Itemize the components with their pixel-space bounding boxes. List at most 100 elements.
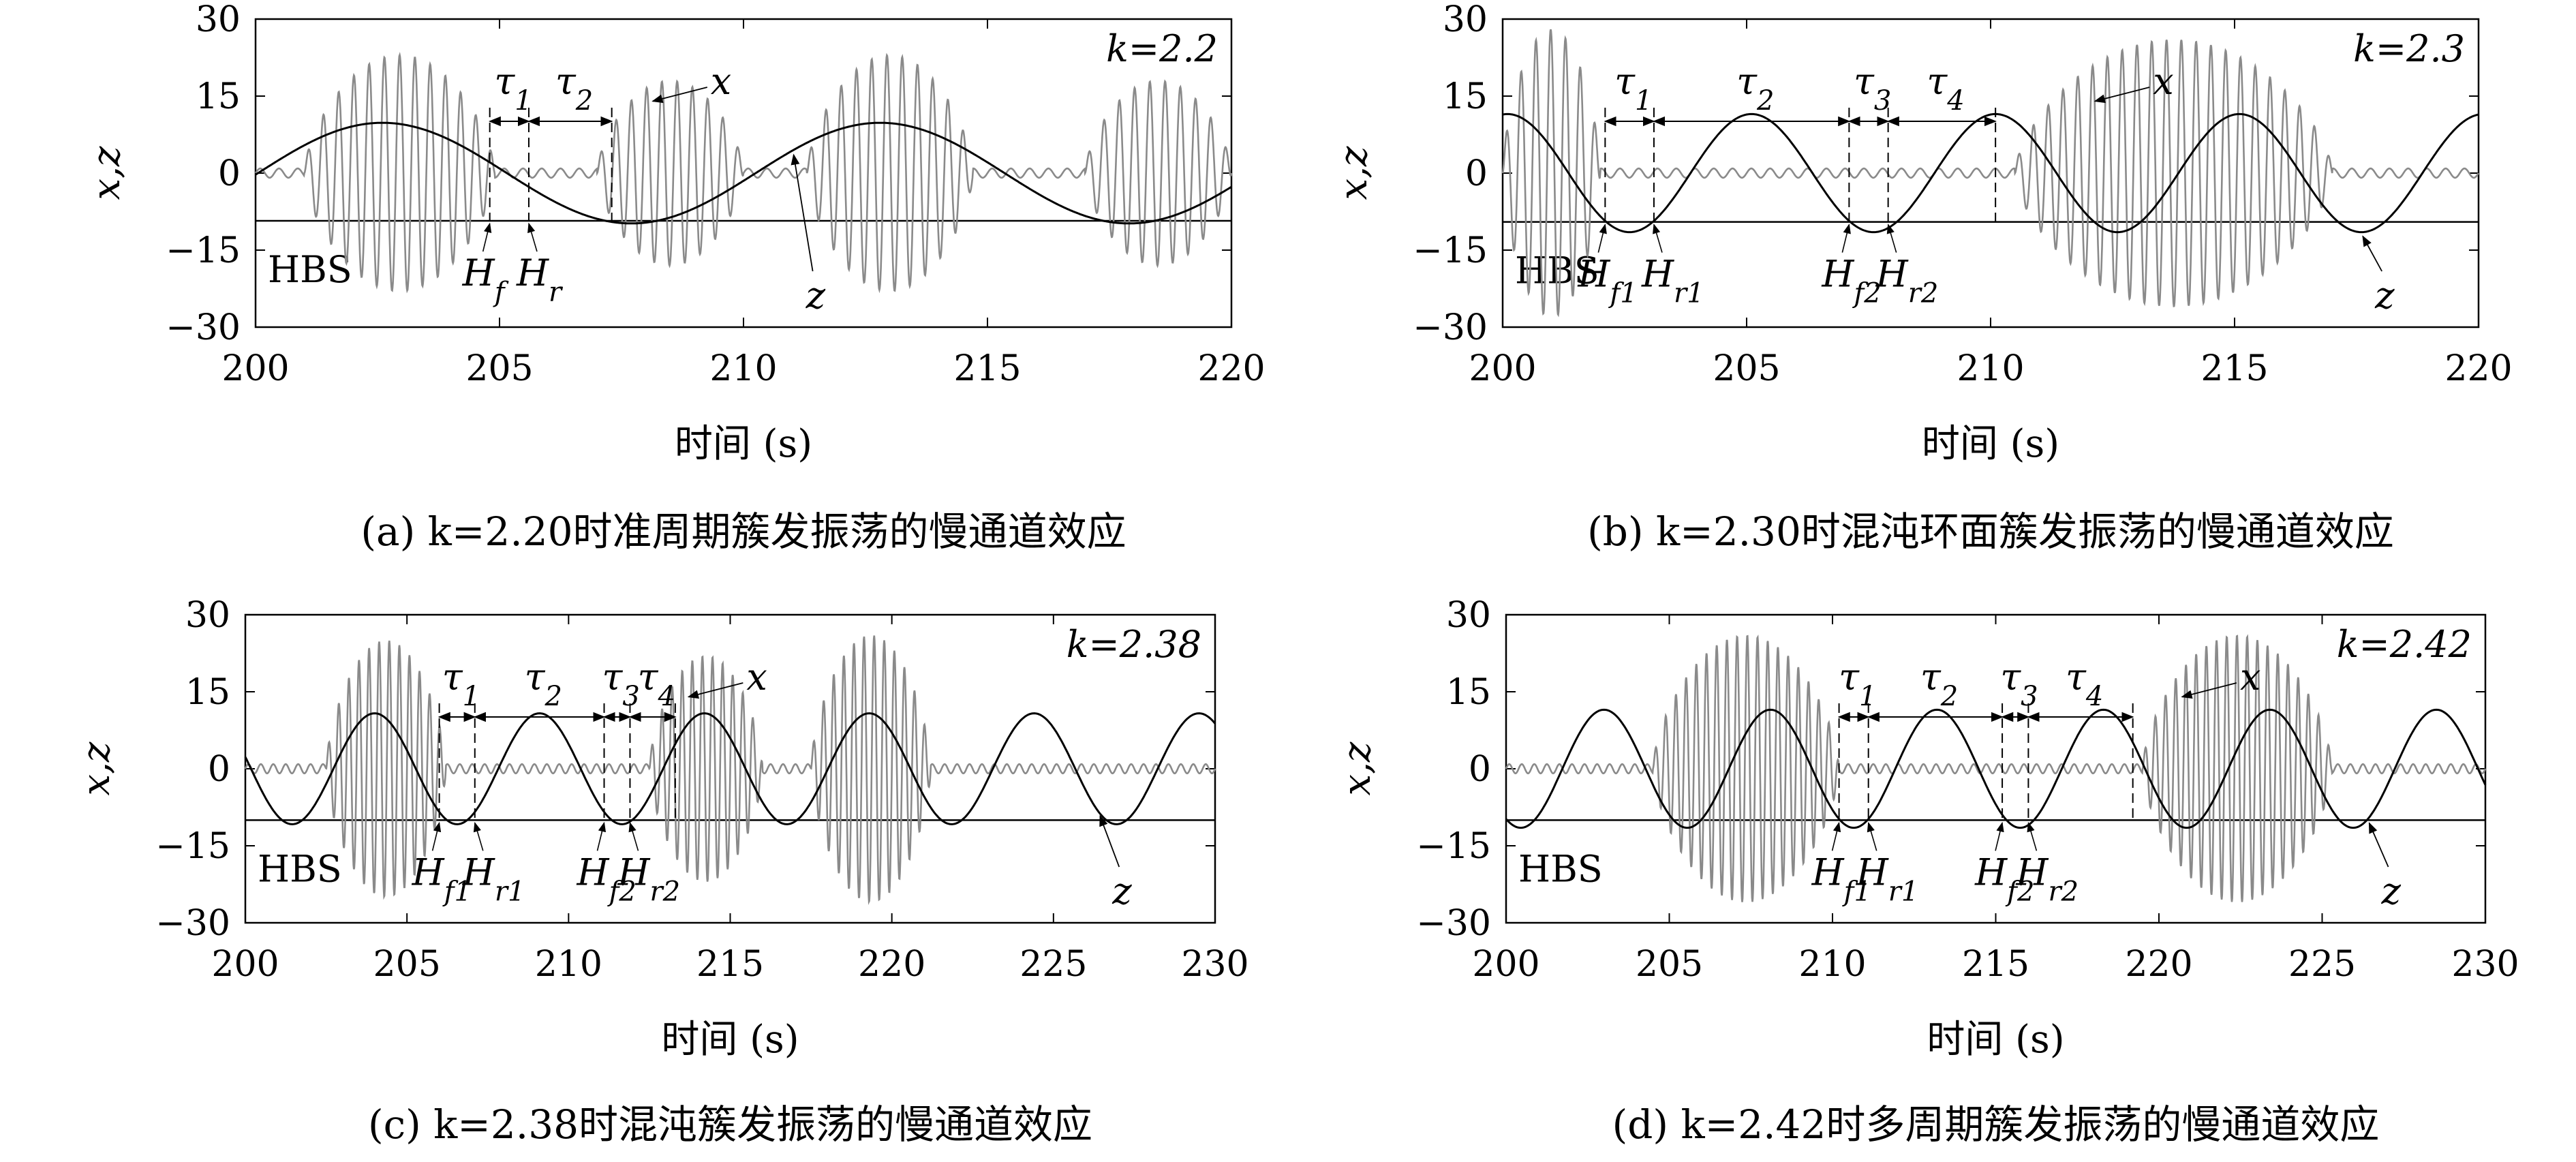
hbs-label: HBS [258,847,342,890]
tau-label-base: τ [442,656,463,699]
panel-caption: (c) k=2.38时混沌簇发振荡的慢通道效应 [368,1101,1092,1148]
h-point-label-base: H [462,851,495,893]
h-point-label: Hr2 [2015,851,2079,907]
k-label: k=2.42 [2337,623,2472,666]
y-tick-label: −15 [155,826,230,867]
h-point-label: Hf [462,251,509,308]
y-tick-label: 15 [185,672,230,713]
x-tick-label: 205 [1713,348,1780,389]
tau-label: τ4 [1927,60,1964,117]
h-point-arrow [1995,821,2004,851]
h-point-arrow [1597,224,1607,253]
h-point-arrow [2027,821,2038,851]
h-point-label-base: H [412,851,445,893]
h-point-label: Hr1 [462,851,525,907]
tau-label: τ4 [2066,656,2103,712]
h-point-label: Hr2 [617,851,680,907]
panel-caption: (a) k=2.20时准周期簇发振荡的慢通道效应 [361,508,1126,555]
series-x-line [244,635,1216,905]
h-point-label: Hr2 [1875,253,1939,309]
tau-label-base: τ [1736,60,1758,103]
h-point-label-base: H [516,251,549,294]
h-point-label-sub: r1 [1674,278,1704,309]
h-point-arrow [482,222,492,252]
x-axis-label: 时间 (s) [675,422,812,466]
h-point-arrow [1841,224,1851,253]
k-label: k=2.38 [1067,623,1201,666]
y-tick-label: 15 [1446,672,1491,713]
h-point-label: Hf2 [1974,851,2034,907]
tau-label-sub: 3 [2021,681,2038,712]
x-tick-label: 205 [465,348,533,389]
x-tick-label: 215 [696,944,764,985]
tau-label-sub: 2 [1940,681,1958,712]
series-x-arrow [651,87,708,104]
x-tick-label: 210 [535,944,602,985]
k-label: k=2.2 [1106,27,1218,70]
tau-label-sub: 4 [658,681,675,712]
tau-label-base: τ [494,60,515,103]
series-x-arrow [2094,87,2150,104]
h-point-label: Hf1 [1577,253,1637,309]
x-tick-label: 215 [2201,348,2268,389]
y-tick-label: 30 [196,0,241,40]
tau-label-base: τ [1854,60,1875,103]
tau-label-sub: 3 [622,681,639,712]
h-point-label: Hf1 [412,851,472,907]
tau-label-base: τ [638,656,659,699]
tau-label-sub: 4 [1946,85,1964,117]
series-z-line [1502,112,2479,234]
h-point-label-base: H [462,251,495,294]
h-point-label-base: H [1577,253,1610,296]
h-point-label: Hr [516,251,564,308]
series-z-label: z [1111,870,1132,913]
series-x-arrow [687,682,743,699]
k-label: k=2.3 [2353,27,2465,70]
tau-label-sub: 4 [2085,681,2103,712]
h-point-label: Hf2 [1821,253,1881,309]
h-point-arrow [1886,224,1897,253]
tau-label: τ4 [638,656,675,712]
series-z-label: z [2381,870,2402,913]
h-point-label: Hr1 [1641,253,1704,309]
x-tick-label: 225 [1019,944,1087,985]
series-z-arrow [2368,822,2389,868]
x-tick-label: 220 [2444,348,2512,389]
y-tick-label: −30 [155,903,230,944]
y-tick-label: 30 [1443,0,1488,40]
series-z-line [1505,708,2487,829]
h-point-label-sub: r2 [1908,278,1939,309]
x-tick-label: 205 [373,944,441,985]
h-point-label-base: H [617,851,650,893]
h-point-arrow [473,821,484,851]
x-tick-label: 200 [221,348,289,389]
tau-label-base: τ [1614,60,1636,103]
h-point-label-base: H [1641,253,1674,296]
y-tick-label: 0 [218,153,241,194]
h-point-label: Hf1 [1811,851,1871,907]
h-point-label-sub: r2 [2048,876,2079,907]
y-tick-label: −30 [1413,307,1488,348]
x-tick-label: 230 [1181,944,1248,985]
x-tick-label: 215 [953,348,1021,389]
h-point-label-sub: r1 [1888,876,1919,907]
series-x-line [254,52,1233,294]
tau-label-sub: 3 [1874,85,1891,117]
h-point-label-base: H [1875,253,1909,296]
series-x-label: x [746,656,767,699]
panel-caption: (b) k=2.30时混沌环面簇发振荡的慢通道效应 [1587,508,2394,555]
x-tick-label: 200 [1469,348,1536,389]
h-point-label-sub: r [549,277,564,308]
tau-label: τ1 [1614,60,1652,117]
series-x-label: x [711,60,731,103]
series-z-arrow [1099,814,1120,868]
series-z-arrow [791,153,814,272]
y-tick-label: −30 [1416,903,1491,944]
h-point-label-base: H [1811,851,1845,893]
